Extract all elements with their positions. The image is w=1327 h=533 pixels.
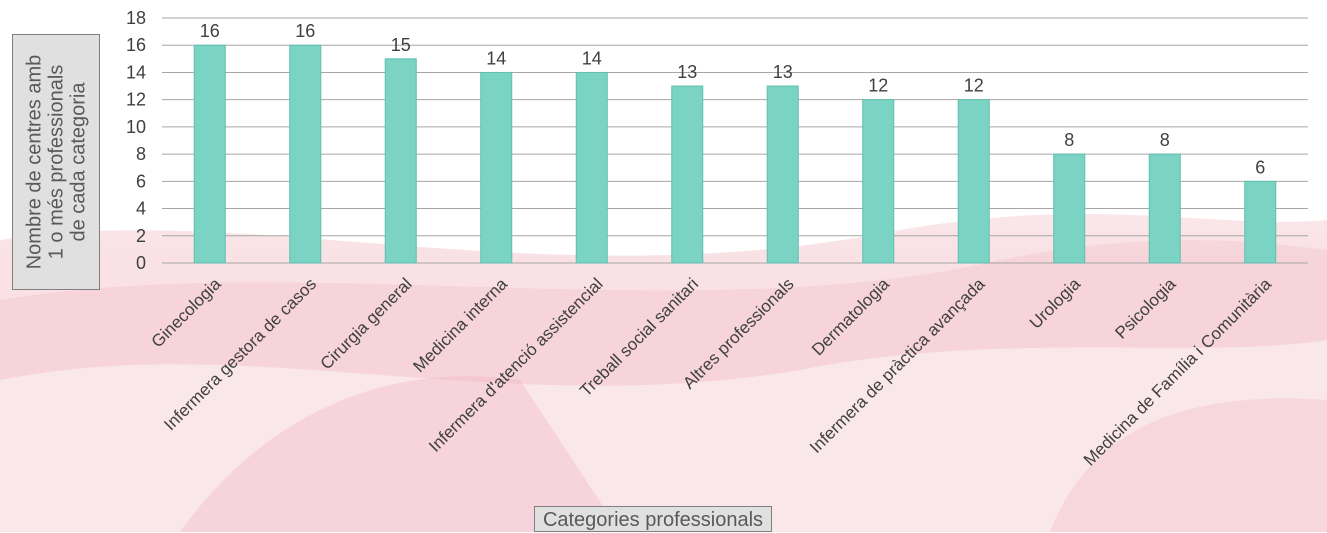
bar: [575, 71, 608, 264]
data-label: 12: [868, 76, 888, 96]
background-swoosh-shape: [0, 240, 1327, 532]
data-label: 6: [1255, 157, 1265, 177]
x-tick-label: Medicina interna: [409, 274, 511, 376]
data-labels: 16 16 15 14 14 13 13 12 12 8 8 6: [200, 21, 1266, 177]
x-tick-label: Infermera d'atenció assistencial: [425, 274, 606, 455]
y-tick-label: 6: [136, 171, 146, 191]
data-label: 13: [677, 62, 697, 82]
y-axis-title: Nombre de centres amb 1 o més profession…: [12, 34, 100, 290]
x-tick-label: Cirurgia general: [317, 274, 416, 373]
y-tick-label: 12: [126, 90, 146, 110]
y-tick-label: 4: [136, 199, 146, 219]
x-axis-title: Categories professionals: [534, 506, 772, 532]
bar: [193, 44, 226, 264]
y-axis-title-line: Nombre de centres amb: [23, 54, 46, 270]
background-swoosh-shape: [1050, 398, 1327, 532]
data-label: 14: [582, 48, 602, 68]
bar: [1053, 153, 1086, 264]
data-label: 16: [295, 21, 315, 41]
x-tick-label: Ginecologia: [148, 274, 225, 351]
bar: [1244, 180, 1277, 264]
gridlines: [162, 17, 1308, 264]
y-tick-label: 2: [136, 226, 146, 246]
bar: [671, 85, 704, 264]
data-label: 14: [486, 48, 506, 68]
background-swoosh-shape: [180, 376, 620, 532]
y-axis-title-line: de cada categoria: [67, 82, 90, 242]
x-tick-label: Medicina de Família i Comunitària: [1080, 274, 1276, 470]
bar: [766, 85, 799, 264]
data-label: 8: [1160, 130, 1170, 150]
y-tick-label: 16: [126, 35, 146, 55]
bar: [957, 99, 990, 264]
y-tick-label: 14: [126, 62, 146, 82]
x-tick-label: Infermera de pràctica avançada: [806, 274, 989, 457]
y-axis-ticks: 0 2 4 6 8 10 12 14 16 18: [126, 8, 146, 273]
y-tick-label: 18: [126, 8, 146, 28]
data-label: 15: [391, 35, 411, 55]
x-tick-label: Urologia: [1026, 274, 1085, 333]
y-tick-label: 8: [136, 144, 146, 164]
bars: [193, 44, 1277, 264]
data-label: 13: [773, 62, 793, 82]
bar: [289, 44, 322, 264]
y-tick-label: 0: [136, 253, 146, 273]
data-label: 8: [1064, 130, 1074, 150]
bar: [862, 99, 895, 264]
y-tick-label: 10: [126, 117, 146, 137]
data-label: 12: [964, 76, 984, 96]
bar: [480, 71, 513, 264]
bar: [1148, 153, 1181, 264]
x-tick-label: Dermatologia: [808, 274, 893, 359]
data-label: 16: [200, 21, 220, 41]
bar: [384, 58, 417, 264]
x-tick-label: Psicologia: [1111, 274, 1180, 343]
y-axis-title-line: 1 o més professionals: [45, 64, 68, 260]
x-tick-label: Infermera gestora de casos: [160, 274, 320, 434]
